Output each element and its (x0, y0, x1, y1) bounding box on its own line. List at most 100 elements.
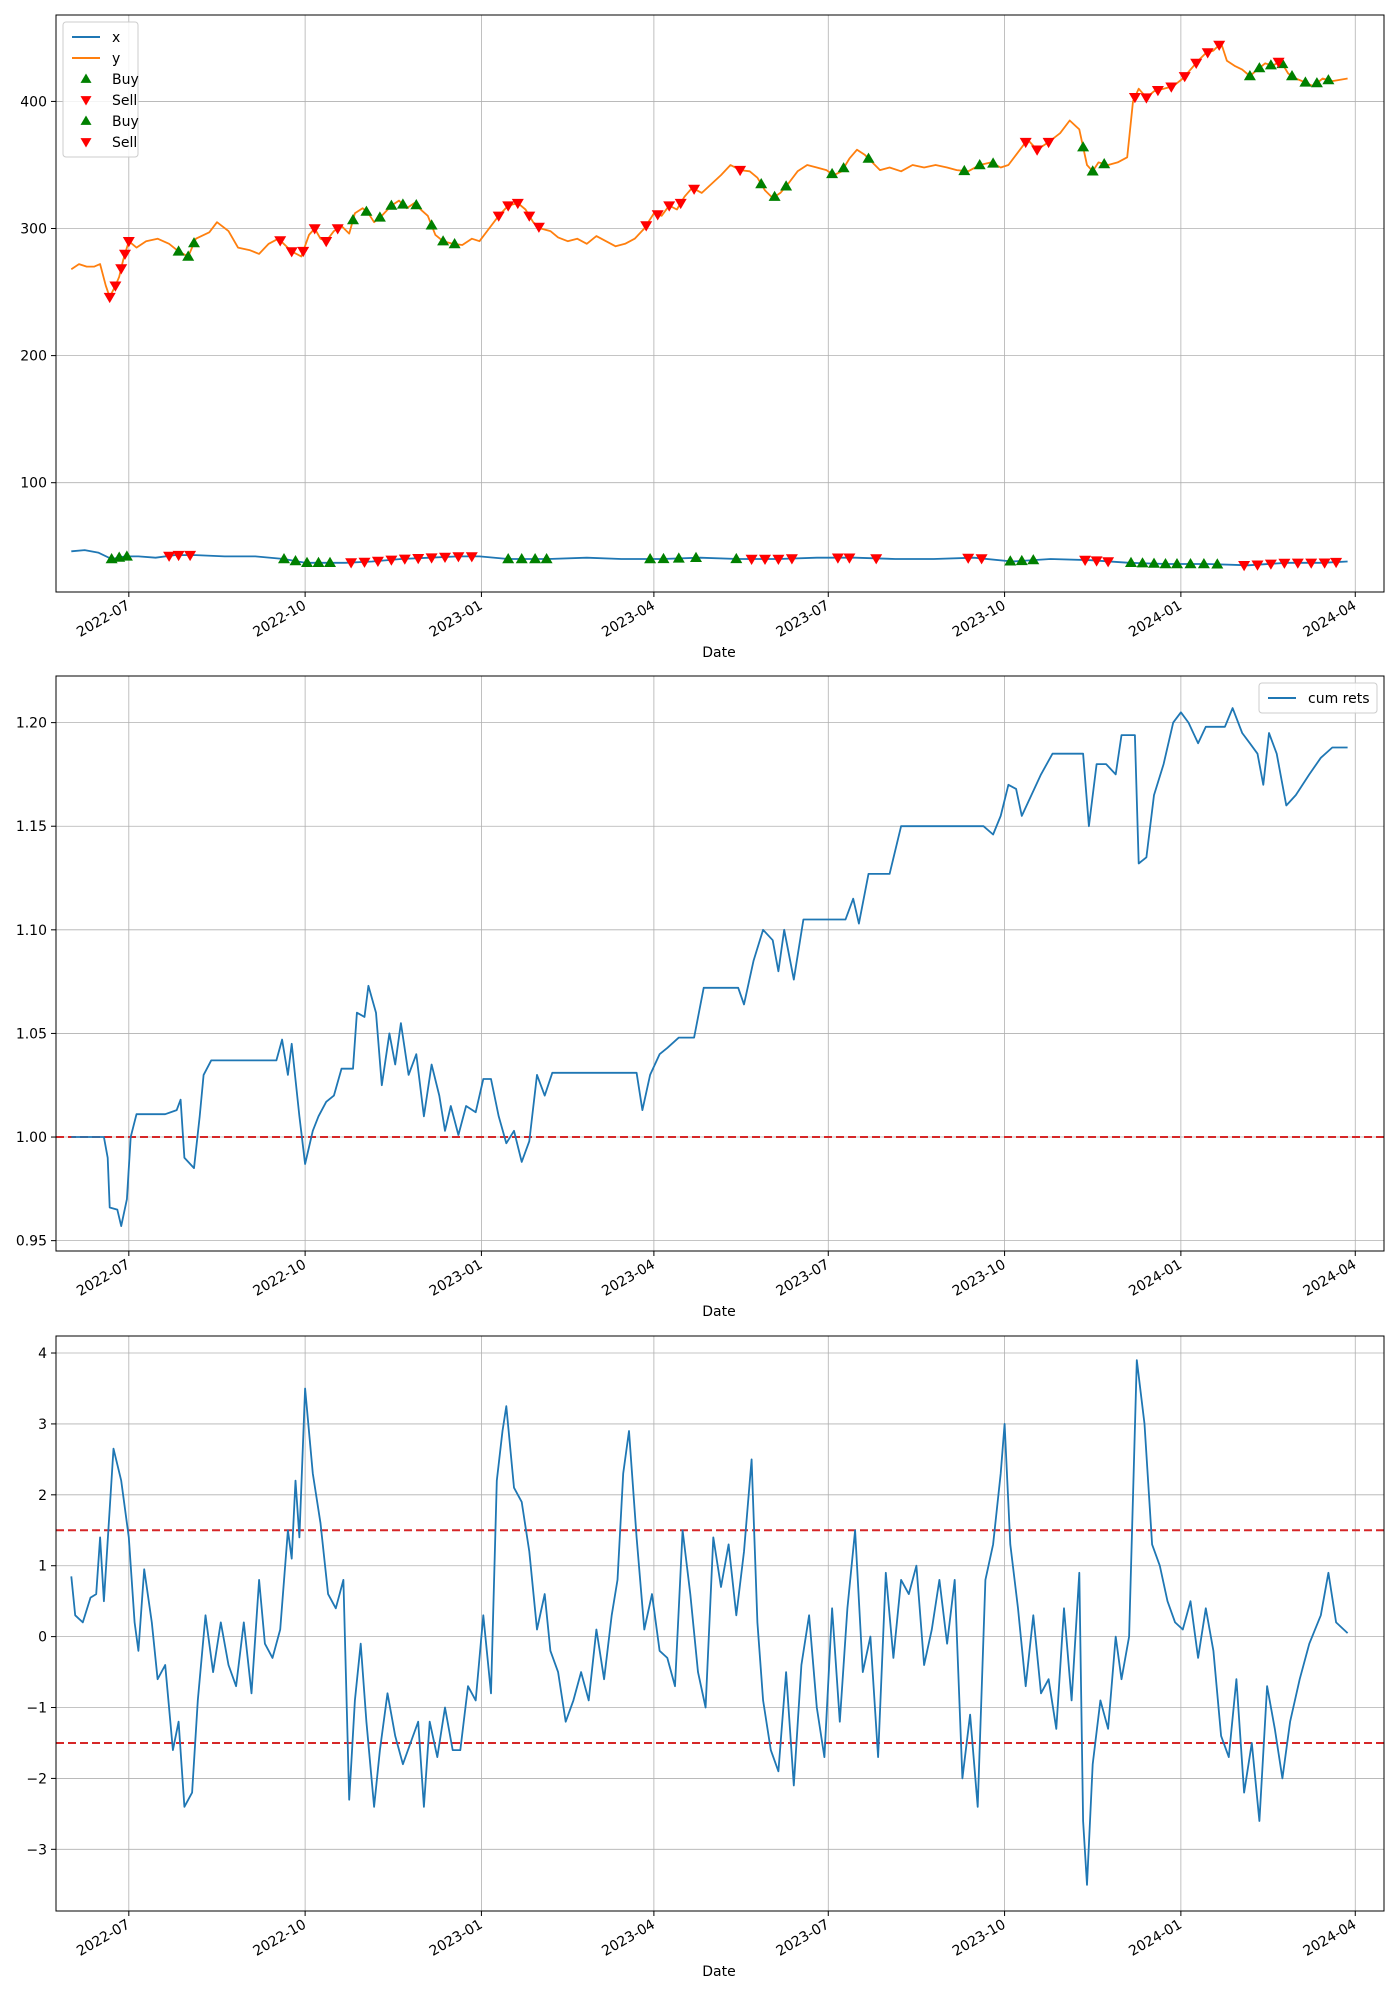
buy-marker (1197, 558, 1210, 569)
buy-marker (690, 551, 702, 562)
buy-marker (396, 198, 409, 209)
legend-marker-swatch (80, 73, 92, 83)
sell-marker (1042, 137, 1055, 149)
buy-marker (289, 555, 302, 566)
buy-marker (448, 238, 461, 249)
sell-marker (398, 554, 411, 565)
legend-label: cum rets (1308, 691, 1370, 707)
buy-marker (1098, 158, 1111, 169)
y-tick-label: 1.20 (16, 716, 47, 732)
buy-marker (862, 152, 875, 163)
legend-label: x (112, 30, 120, 46)
sell-marker (843, 553, 856, 564)
sell-marker (745, 554, 758, 565)
plot-area (70, 40, 1348, 572)
sell-marker (1190, 58, 1203, 69)
y-tick-label: 4 (38, 1346, 47, 1362)
sell-marker (184, 550, 197, 562)
sell-marker (1151, 86, 1164, 97)
sell-marker (1318, 558, 1331, 569)
sell-marker (1201, 48, 1214, 59)
sell-marker (412, 554, 425, 565)
sell-marker (358, 557, 371, 568)
sell-marker (1213, 40, 1226, 51)
buy-marker (837, 162, 850, 173)
sell-marker (1090, 556, 1103, 567)
axes-frame (55, 1335, 1385, 1912)
y-tick-label: 0 (38, 1630, 47, 1646)
sell-marker (274, 236, 287, 247)
buy-marker (172, 245, 185, 256)
buy-marker (515, 553, 528, 564)
sell-marker (285, 247, 298, 258)
buy-marker (730, 552, 743, 564)
sell-marker (385, 555, 398, 566)
sell-marker (1264, 559, 1277, 570)
sell-marker (425, 553, 438, 564)
buy-marker (672, 552, 685, 563)
buy-marker (437, 235, 450, 246)
sell-marker (320, 237, 333, 248)
buy-marker (312, 556, 325, 567)
buy-marker (1211, 558, 1224, 569)
sell-marker (308, 224, 321, 235)
buy-marker (324, 556, 336, 567)
buy-marker (780, 180, 793, 191)
sell-marker (1251, 560, 1264, 571)
buy-marker (1310, 77, 1323, 88)
sell-marker (1165, 82, 1178, 93)
y-tick-label: 100 (20, 476, 47, 492)
sell-marker (103, 292, 116, 304)
legend-marker-swatch (80, 96, 92, 106)
sell-marker (331, 224, 344, 235)
sell-marker (452, 552, 465, 563)
sell-marker (1102, 557, 1115, 568)
y-tick-label: −3 (26, 1842, 47, 1858)
y-tick-label: 1.15 (16, 819, 47, 835)
buy-marker (502, 553, 515, 564)
buy-marker (182, 250, 195, 261)
buy-marker (1004, 555, 1017, 566)
buy-marker (755, 178, 768, 189)
sell-marker (1019, 137, 1032, 149)
buy-marker (540, 553, 553, 564)
sell-marker (1140, 93, 1153, 104)
y-tick-label: 1.10 (16, 923, 47, 939)
legend: xy Buy Sell Buy Sell (62, 21, 139, 158)
buy-marker (768, 190, 781, 201)
sell-marker (1305, 558, 1318, 569)
sell-marker (734, 165, 747, 177)
sell-marker (651, 210, 664, 221)
buy-marker (120, 550, 133, 561)
sell-marker (663, 201, 676, 212)
sell-marker (371, 556, 384, 567)
buy-marker (278, 553, 290, 564)
sell-marker (1238, 561, 1251, 572)
sell-marker (1272, 57, 1285, 68)
series-line-z (70, 1359, 1349, 1886)
y-tick-label: 1.05 (16, 1026, 47, 1042)
y-tick-label: 400 (20, 94, 47, 110)
x-axis-label: Date (702, 1964, 735, 1980)
y-tick-label: 3 (38, 1417, 47, 1433)
sell-marker (975, 554, 988, 565)
sell-marker (345, 558, 358, 569)
plot-area (56, 1359, 1384, 1886)
buy-marker (657, 552, 670, 564)
legend-marker-swatch (80, 115, 92, 125)
buy-marker (1243, 70, 1256, 81)
legend-label: Buy (112, 72, 139, 88)
sell-marker (1291, 558, 1304, 569)
buy-marker (1077, 141, 1090, 152)
sell-marker (759, 554, 771, 565)
buy-marker (1136, 557, 1149, 568)
sell-marker (1330, 557, 1343, 569)
x-axis-label: Date (702, 645, 735, 661)
buy-marker (188, 237, 200, 248)
buy-marker (425, 219, 438, 230)
y-tick-label: 300 (20, 222, 47, 238)
buy-marker (301, 556, 313, 567)
sell-marker (122, 237, 135, 248)
